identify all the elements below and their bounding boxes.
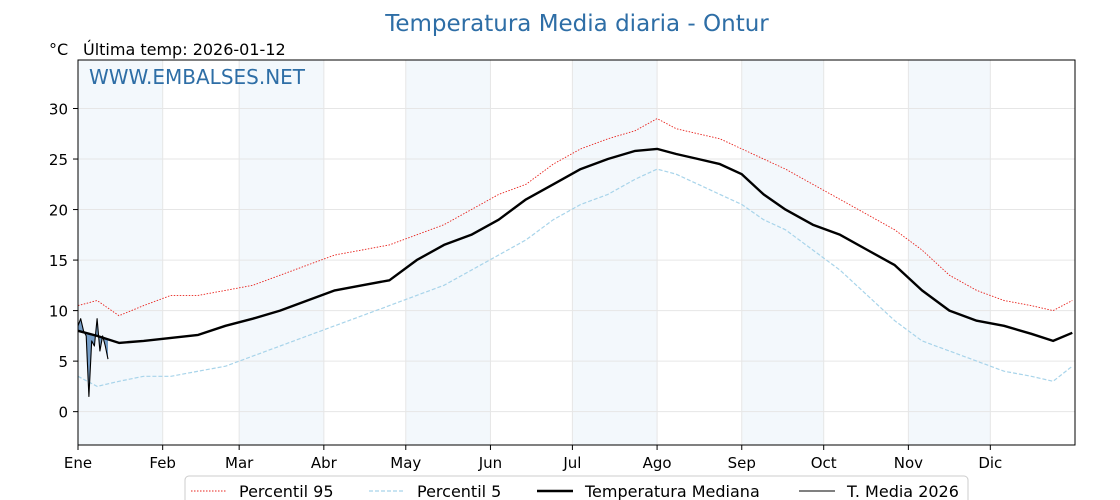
x-tick-label: Abr [311, 454, 338, 472]
month-band [908, 60, 991, 445]
x-tick-label: Sep [728, 454, 756, 472]
x-tick-label: Jun [478, 454, 502, 472]
legend: Percentil 95 Percentil 5 Temperatura Media… [184, 475, 969, 500]
watermark: WWW.EMBALSES.NET [89, 65, 306, 89]
x-tick-label: Dic [978, 454, 1002, 472]
month-band [239, 60, 324, 445]
month-band [572, 60, 658, 445]
x-tick-label: Jul [562, 454, 581, 472]
x-axis: Ene Feb Mar Abr May Jun Jul Ago Sep Oct Nov Dic [64, 445, 1002, 472]
x-tick-label: Feb [149, 454, 176, 472]
x-tick-label: Ene [64, 454, 92, 472]
current-year-line [77, 318, 109, 398]
p95-line [77, 118, 1073, 317]
plot-background [78, 60, 991, 445]
grid-lines [77, 60, 1075, 445]
series-lines [77, 118, 1073, 398]
x-tick-label: Oct [811, 454, 837, 472]
x-tick-label: Mar [225, 454, 254, 472]
y-tick-label: 30 [49, 101, 68, 119]
x-tick-label: May [390, 454, 421, 472]
legend-p5-label: Percentil 5 [417, 482, 501, 500]
y-tick-label: 0 [58, 404, 68, 422]
legend-median-label: Temperatura Mediana [584, 482, 760, 500]
legend-p95-label: Percentil 95 [239, 482, 334, 500]
x-tick-label: Ago [643, 454, 672, 472]
y-unit-label: °C [49, 40, 68, 59]
month-band [741, 60, 824, 445]
legend-box [184, 475, 969, 500]
y-tick-label: 10 [49, 303, 68, 321]
last-temp-label: Última temp: 2026-01-12 [83, 40, 286, 59]
y-tick-label: 5 [58, 353, 68, 371]
y-tick-label: 25 [49, 151, 68, 169]
y-axis: 0 5 10 15 20 25 30 [49, 101, 78, 422]
x-tick-label: Nov [894, 454, 923, 472]
legend-current-year-label: T. Media 2026 [846, 482, 959, 500]
y-tick-label: 15 [49, 252, 68, 270]
plot-frame [77, 59, 1076, 446]
median-line [77, 147, 1073, 345]
y-tick-label: 20 [49, 202, 68, 220]
chart-title: Temperatura Media diaria - Ontur [384, 11, 769, 37]
p5-line [77, 168, 1073, 387]
month-band [405, 60, 491, 445]
month-band [78, 60, 163, 445]
